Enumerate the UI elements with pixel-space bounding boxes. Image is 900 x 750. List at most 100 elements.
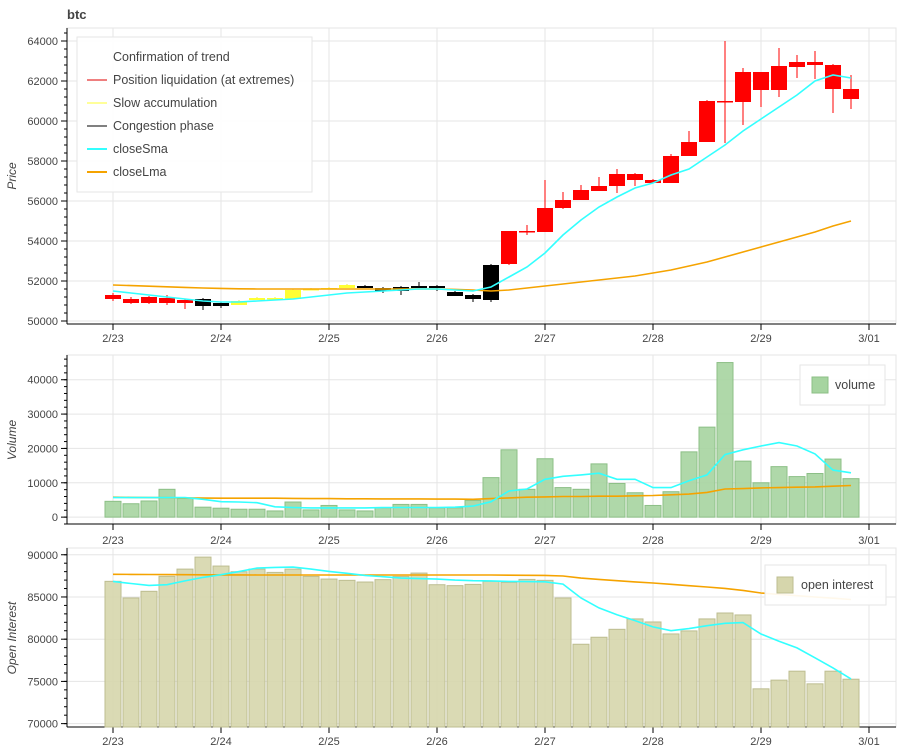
candle-body (123, 299, 139, 303)
open-interest-lma-line (112, 573, 852, 601)
y-tick-label: 10000 (27, 478, 58, 490)
open-interest-bar (320, 578, 338, 728)
candle-body (285, 290, 301, 299)
y-tick-label: 0 (52, 512, 58, 524)
candle (699, 100, 715, 142)
volume-bar (644, 504, 662, 518)
price-legend: Confirmation of trend Position liquidati… (76, 36, 313, 193)
candle (285, 289, 301, 299)
volume-bar (176, 498, 194, 518)
legend-item-closesma[interactable]: closeSma (113, 142, 168, 156)
candle-body (105, 295, 121, 299)
legend-title: Confirmation of trend (113, 50, 230, 64)
x-tick-label: 2/29 (750, 333, 771, 345)
candle (609, 169, 625, 193)
y-tick-label: 58000 (27, 156, 58, 168)
open-interest-bar (680, 630, 698, 728)
legend-item-slow-accumulation[interactable]: Slow accumulation (113, 96, 217, 110)
legend-item-closelma[interactable]: closeLma (113, 165, 167, 179)
open-interest-bar (356, 581, 374, 728)
price-legend-box (76, 36, 313, 193)
x-tick-label: 2/29 (750, 736, 771, 748)
volume-bar (428, 507, 446, 518)
open-interest-bar (284, 568, 302, 728)
legend-item-open-interest[interactable]: open interest (801, 578, 874, 592)
candle (789, 55, 805, 78)
candle (735, 68, 751, 125)
candle (501, 231, 517, 265)
x-tick-label: 2/26 (426, 535, 447, 547)
open-interest-bar (824, 670, 842, 728)
candle-body (645, 180, 661, 183)
x-tick-label: 3/01 (858, 333, 879, 345)
candle (753, 72, 769, 107)
candle-body (753, 72, 769, 90)
x-tick-label: 2/23 (102, 736, 123, 748)
open-interest-bar (500, 581, 518, 728)
candle-body (339, 285, 355, 288)
candle-body (141, 297, 157, 303)
open-interest-bar (266, 571, 284, 728)
volume-bar (680, 451, 698, 518)
volume-bar (320, 504, 338, 518)
candle (627, 173, 643, 186)
y-tick-label: 80000 (27, 634, 58, 646)
volume-bar (824, 458, 842, 518)
volume-axis-label: Volume (5, 420, 19, 461)
open-interest-legend-swatch (776, 576, 794, 594)
open-interest-sma-line (112, 566, 852, 680)
x-tick-label: 2/25 (318, 535, 339, 547)
x-tick-label: 2/28 (642, 333, 663, 345)
open-interest-panel: 2/23 2/24 2/25 2/26 2/27 2/28 2/29 3/01 70000 750… (27, 547, 897, 748)
volume-sma-line (113, 441, 852, 509)
open-interest-bar (338, 579, 356, 728)
volume-bar (608, 482, 626, 518)
volume-bar (410, 503, 428, 518)
y-tick-label: 52000 (27, 276, 58, 288)
open-interest-bar (194, 556, 212, 728)
open-interest-bar (230, 571, 248, 728)
candle-body (159, 298, 175, 303)
candle-body (537, 208, 553, 232)
legend-item-volume[interactable]: volume (835, 378, 875, 392)
legend-item-congestion[interactable]: Congestion phase (113, 119, 214, 133)
open-interest-bar (212, 565, 230, 728)
volume-bar (716, 362, 734, 518)
y-tick-label: 60000 (27, 116, 58, 128)
volume-bar (248, 508, 266, 518)
candle (213, 302, 229, 308)
volume-bar (572, 488, 590, 518)
volume-bar (230, 508, 248, 518)
candle (681, 131, 697, 156)
open-interest-bar (518, 578, 536, 728)
open-interest-bar (644, 621, 662, 728)
candle (573, 185, 589, 200)
volume-bar (788, 476, 806, 518)
y-tick-label: 85000 (27, 592, 58, 604)
y-tick-label: 54000 (27, 236, 58, 248)
open-interest-bar (626, 618, 644, 728)
volume-bar (392, 503, 410, 518)
volume-bar (212, 507, 230, 518)
open-interest-bar (392, 575, 410, 728)
candle-body (807, 62, 823, 65)
candle (249, 297, 265, 300)
candle-body (429, 286, 445, 288)
candle-body (357, 286, 373, 288)
open-interest-bar (752, 688, 770, 728)
volume-bar (140, 500, 158, 518)
x-tick-label: 2/28 (642, 535, 663, 547)
x-tick-label: 3/01 (858, 736, 879, 748)
x-tick-label: 2/23 (102, 535, 123, 547)
y-tick-label: 75000 (27, 676, 58, 688)
x-tick-label: 2/26 (426, 736, 447, 748)
open-interest-bar (608, 628, 626, 728)
legend-item-liquidation[interactable]: Position liquidation (at extremes) (113, 73, 294, 87)
candle-body (195, 299, 211, 306)
candle (825, 64, 841, 113)
open-interest-bar (374, 579, 392, 728)
open-interest-bar (410, 572, 428, 728)
candle (141, 296, 157, 304)
candle-body (825, 65, 841, 89)
volume-bar (698, 426, 716, 518)
